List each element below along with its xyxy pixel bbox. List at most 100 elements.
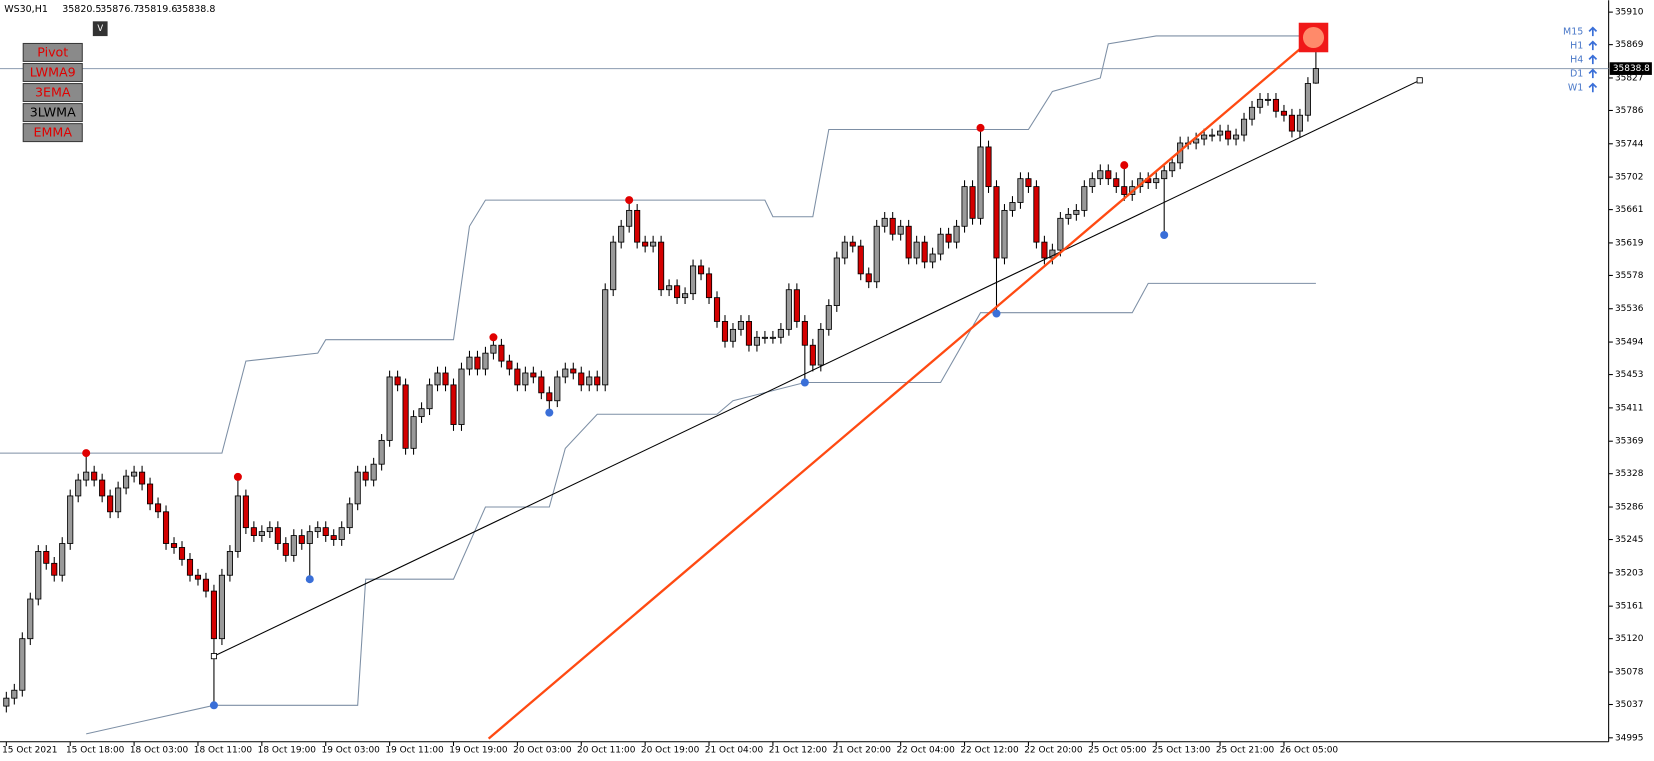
candle-body — [1312, 68, 1319, 84]
pivot-low — [545, 408, 554, 417]
timeframe-arrow — [1588, 54, 1598, 65]
candle-body — [338, 527, 345, 540]
x-tick-label: 19 Oct 03:00 — [322, 746, 381, 756]
candle-body — [250, 527, 257, 536]
x-tick-label: 21 Oct 20:00 — [833, 746, 892, 756]
indicator-button[interactable] — [22, 83, 83, 103]
y-tick-label: 35827 — [1615, 73, 1643, 83]
candle-body — [1256, 98, 1264, 108]
timeframe-label[interactable]: H1 — [1570, 40, 1583, 51]
indicator-button-label[interactable]: 3LWMA — [30, 105, 76, 120]
indicator-button-label[interactable]: LWMA9 — [30, 65, 76, 80]
candle-body — [1288, 114, 1296, 132]
header-open: 35820.5 — [62, 4, 101, 15]
candle-body — [985, 146, 992, 188]
trendline — [487, 36, 1315, 740]
x-tick-label: 18 Oct 11:00 — [194, 746, 253, 756]
candle-body — [841, 241, 848, 259]
candle-body — [538, 376, 545, 394]
candle-body — [801, 321, 808, 346]
candle-body — [330, 535, 337, 540]
x-tick-label: 22 Oct 04:00 — [896, 746, 955, 756]
candle-body — [1081, 186, 1088, 211]
y-tick-label: 35369 — [1615, 437, 1644, 447]
candle-body — [737, 321, 745, 330]
indicator-button-label[interactable]: EMMA — [34, 125, 73, 140]
indicator-button-label[interactable]: 3EMA — [35, 85, 71, 100]
candle-body — [123, 475, 130, 489]
menu-button[interactable] — [92, 21, 108, 37]
candle-body — [234, 495, 241, 552]
candle-body — [1201, 134, 1208, 140]
x-tick-label: 25 Oct 13:00 — [1152, 746, 1211, 756]
x-tick-label: 19 Oct 19:00 — [449, 746, 508, 756]
candle-body — [27, 598, 34, 640]
x-tick-label: 21 Oct 12:00 — [769, 746, 828, 756]
candle-body — [897, 225, 904, 235]
candle-body — [705, 273, 713, 299]
timeframe-label[interactable]: M15 — [1563, 26, 1583, 37]
y-tick-label: 35910 — [1615, 8, 1644, 18]
candle-body — [346, 503, 353, 529]
candle-body — [1248, 106, 1256, 120]
candle-body — [226, 551, 233, 576]
candle-body — [107, 495, 114, 513]
x-tick-label: 22 Oct 20:00 — [1024, 746, 1083, 756]
candle-body — [857, 245, 864, 275]
x-tick-label: 15 Oct 18:00 — [66, 746, 125, 756]
candle-body — [242, 495, 249, 529]
candle-body — [682, 293, 689, 299]
candle-body — [314, 527, 321, 533]
candle-body — [729, 328, 737, 342]
timeframe-label[interactable]: W1 — [1568, 82, 1583, 93]
candle-body — [570, 368, 577, 374]
candle-body — [546, 392, 553, 402]
menu-button-label[interactable]: V — [97, 23, 103, 33]
y-tick-label: 35702 — [1615, 173, 1643, 183]
candle-body — [849, 241, 856, 247]
candle-body — [697, 265, 705, 275]
header-high: 35876.7 — [100, 4, 139, 15]
indicator-button[interactable] — [22, 62, 83, 82]
indicator-button[interactable] — [22, 103, 83, 123]
candle-body — [1009, 202, 1016, 211]
candle-body — [75, 479, 82, 497]
pivot-high — [625, 196, 634, 205]
indicator-button-label[interactable]: Pivot — [37, 44, 68, 59]
timeframe-label[interactable]: D1 — [1570, 68, 1583, 79]
trendline-anchor — [1416, 77, 1423, 84]
y-tick-label: 35661 — [1615, 205, 1643, 215]
header-close: 35838.8 — [176, 4, 215, 15]
candle-body — [1280, 110, 1288, 116]
x-tick-label: 20 Oct 19:00 — [641, 746, 700, 756]
candle-body — [1089, 178, 1096, 188]
indicator-button[interactable] — [22, 42, 83, 62]
pivot-low — [305, 575, 314, 584]
candle-body — [1272, 98, 1280, 112]
channel-line — [86, 282, 1316, 735]
candle-body — [618, 225, 625, 243]
x-tick-label: 18 Oct 19:00 — [258, 746, 317, 756]
candle-body — [873, 225, 880, 283]
candle-body — [306, 531, 313, 544]
candle-body — [258, 531, 265, 536]
candle-body — [889, 217, 896, 235]
candle-body — [139, 471, 146, 485]
candle-body — [817, 328, 824, 366]
candle-body — [977, 146, 984, 219]
candle-body — [442, 372, 449, 386]
pivot-low — [992, 309, 1001, 318]
candle-body — [530, 372, 537, 378]
candle-body — [1041, 241, 1048, 259]
candle-body — [19, 638, 26, 691]
candle-body — [777, 328, 784, 338]
channel-line — [0, 35, 1300, 454]
timeframe-label[interactable]: H4 — [1570, 54, 1583, 65]
candle-body — [522, 372, 529, 386]
x-tick-label: 21 Oct 04:00 — [705, 746, 764, 756]
indicator-button[interactable] — [22, 123, 83, 143]
candle-body — [131, 471, 138, 477]
candle-body — [450, 384, 457, 425]
